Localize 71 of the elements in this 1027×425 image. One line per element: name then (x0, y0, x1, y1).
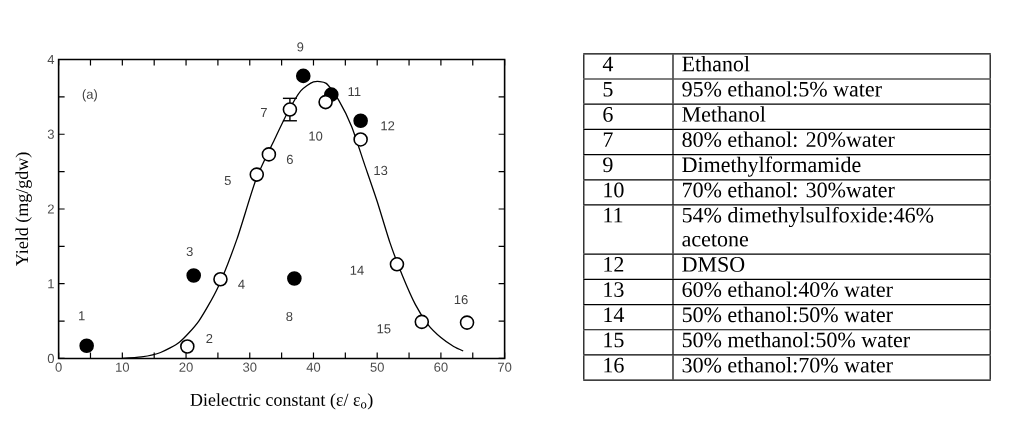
point (186, 268, 201, 283)
text: 16 (604, 357, 624, 373)
point (282, 102, 298, 117)
annotation: 7 (260, 108, 267, 118)
x-tick-label: 0 (55, 362, 62, 372)
point (353, 113, 368, 129)
y-tick-label: 1 (48, 279, 54, 289)
point (353, 132, 368, 147)
annotation: 8 (286, 311, 293, 322)
x-axis-title: Dielectric constant (ε/ ε$_{o}$) (190, 393, 373, 410)
annotation: 13 (374, 165, 388, 176)
y-axis-title: Yield (mg/gdw) (15, 152, 32, 267)
y-tick-label: 4 (47, 55, 55, 64)
text: 15 (604, 332, 624, 348)
y-tick-label: 3 (47, 129, 54, 139)
y-tick-label: 2 (47, 204, 54, 214)
point (180, 339, 195, 354)
point (287, 271, 302, 286)
text: 95% ethanol:5% water (682, 81, 882, 97)
x-tick-label: 50 (370, 362, 384, 372)
annotation: 14 (350, 265, 364, 275)
text: 60% ethanol:40% water (682, 281, 893, 298)
annotation: 5 (224, 176, 231, 186)
point (414, 314, 430, 330)
point (295, 68, 311, 84)
text: Dimethylformamide (682, 156, 861, 177)
text: 6 (603, 107, 613, 122)
text: Ethanol (682, 55, 750, 72)
annotation: (a) (82, 89, 97, 102)
y-tick-label: 0 (47, 353, 54, 364)
annotation: 12 (381, 121, 395, 131)
text: 10 (604, 182, 624, 198)
point (213, 271, 228, 287)
annotation: 15 (377, 324, 391, 334)
annotation: 4 (238, 279, 245, 289)
point (79, 338, 94, 354)
text: 9 (603, 157, 613, 173)
text: 7 (603, 132, 613, 147)
point (261, 147, 277, 162)
annotation: 9 (297, 42, 304, 52)
text: 80% ethanol: 20%water (682, 131, 895, 148)
x-tick-label: 40 (306, 362, 321, 372)
annotation: 11 (348, 87, 361, 97)
text: 11 (604, 207, 623, 223)
x-tick-label: 30 (243, 362, 257, 372)
text: 70% ethanol: 30%water (683, 181, 895, 198)
point (249, 167, 265, 182)
text: 54% dimethylsulfoxide:46% acetone (682, 206, 934, 247)
text: 12 (604, 257, 624, 272)
point (389, 256, 405, 272)
annotation: 6 (286, 154, 293, 165)
text: 50% ethanol:50% water (682, 306, 893, 323)
text: 50% methanol:50% water (682, 331, 910, 348)
text: 30% ethanol:70% water (682, 357, 893, 373)
annotation: 1 (79, 311, 85, 321)
text: Methanol (682, 106, 766, 122)
x-tick-label: 10 (116, 362, 130, 372)
text: DMSO (682, 257, 745, 272)
annotation: 2 (206, 333, 213, 344)
text: 5 (603, 81, 613, 97)
point (459, 315, 475, 330)
annotation: 16 (454, 294, 468, 305)
text: 13 (604, 282, 624, 297)
text: 14 (604, 307, 625, 322)
text: 4 (602, 56, 614, 72)
x-tick-label: 60 (434, 362, 448, 372)
annotation: 3 (186, 246, 193, 257)
point (318, 94, 333, 110)
x-tick-label: 20 (179, 362, 193, 372)
x-tick-label: 70 (498, 362, 512, 372)
annotation: 10 (309, 131, 323, 141)
